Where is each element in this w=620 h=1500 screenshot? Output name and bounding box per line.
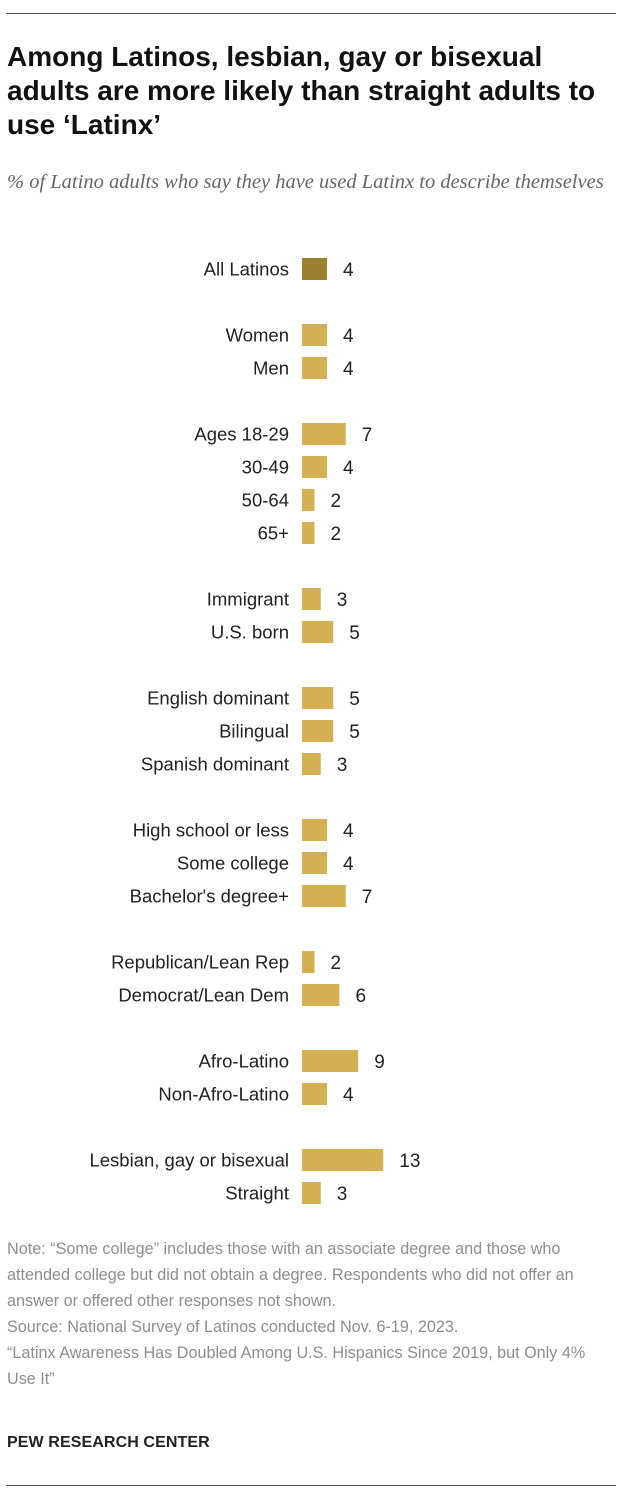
category-label-ages-18-29: Ages 18-29: [194, 424, 289, 445]
category-label-all-latinos: All Latinos: [204, 259, 289, 280]
data-label-all-latinos: 4: [343, 260, 354, 281]
category-label-republican-lean-rep: Republican/Lean Rep: [111, 952, 289, 973]
bar-ages-18-29: [302, 423, 346, 445]
category-label-50-64: 50-64: [242, 490, 289, 511]
category-label-women: Women: [226, 325, 289, 346]
bar-afro-latino: [302, 1050, 359, 1072]
bar-democrat-lean-dem: [302, 984, 340, 1006]
data-label-30-49: 4: [343, 458, 354, 479]
category-label-men: Men: [253, 358, 289, 379]
category-label-65: 65+: [258, 523, 289, 544]
bar-non-afro-latino: [302, 1083, 327, 1105]
data-label-ages-18-29: 7: [362, 425, 373, 446]
category-label-lesbian-gay-or-bisexual: Lesbian, gay or bisexual: [89, 1150, 289, 1171]
data-label-women: 4: [343, 326, 354, 347]
brand-logo-text: PEW RESEARCH CENTER: [7, 1434, 210, 1451]
category-label-u-s-born: U.S. born: [211, 622, 289, 643]
data-label-bachelor-s-degree: 7: [362, 887, 373, 908]
bottom-rule: [6, 1485, 616, 1486]
bar-u-s-born: [302, 621, 334, 643]
source-text: Source: National Survey of Latinos condu…: [7, 1318, 459, 1336]
bar-65: [302, 522, 315, 544]
category-label-english-dominant: English dominant: [147, 688, 289, 709]
bar-spanish-dominant: [302, 753, 321, 775]
data-label-immigrant: 3: [337, 590, 348, 611]
bar-high-school-or-less: [302, 819, 327, 841]
data-label-u-s-born: 5: [349, 623, 360, 644]
bar-30-49: [302, 456, 327, 478]
bar-english-dominant: [302, 687, 334, 709]
top-rule: [6, 13, 616, 14]
data-label-democrat-lean-dem: 6: [356, 986, 367, 1007]
bar-bilingual: [302, 720, 334, 742]
bar-50-64: [302, 489, 315, 511]
note-text: Note: “Some college” includes those with…: [7, 1240, 574, 1310]
data-label-men: 4: [343, 359, 354, 380]
data-label-65: 2: [331, 524, 342, 545]
category-label-high-school-or-less: High school or less: [133, 820, 289, 841]
category-label-bilingual: Bilingual: [219, 721, 289, 742]
category-label-some-college: Some college: [177, 853, 289, 874]
bar-men: [302, 357, 327, 379]
data-label-republican-lean-rep: 2: [331, 953, 342, 974]
data-label-english-dominant: 5: [349, 689, 360, 710]
category-label-spanish-dominant: Spanish dominant: [141, 754, 289, 775]
data-label-straight: 3: [337, 1184, 348, 1205]
data-label-50-64: 2: [331, 491, 342, 512]
data-label-afro-latino: 9: [374, 1052, 385, 1073]
bar-women: [302, 324, 327, 346]
category-label-straight: Straight: [225, 1183, 289, 1204]
chart-subtitle: % of Latino adults who say they have use…: [7, 171, 604, 193]
category-label-bachelor-s-degree: Bachelor's degree+: [130, 886, 289, 907]
notes-block: Note: “Some college” includes those with…: [7, 1236, 613, 1392]
category-label-non-afro-latino: Non-Afro-Latino: [158, 1084, 289, 1105]
bar-republican-lean-rep: [302, 951, 315, 973]
data-label-some-college: 4: [343, 854, 354, 875]
category-label-democrat-lean-dem: Democrat/Lean Dem: [118, 985, 289, 1006]
category-label-immigrant: Immigrant: [207, 589, 289, 610]
data-label-spanish-dominant: 3: [337, 755, 348, 776]
bar-lesbian-gay-or-bisexual: [302, 1149, 384, 1171]
bar-some-college: [302, 852, 327, 874]
category-label-afro-latino: Afro-Latino: [199, 1051, 290, 1072]
bar-bachelor-s-degree: [302, 885, 346, 907]
bar-chart: All Latinos 4 Women 4 Men 4 Ages 18-29 7 30-49 4 5…: [89, 258, 420, 1205]
bar-straight: [302, 1182, 321, 1204]
chart-title: Among Latinos, lesbian, gay or bisexual …: [7, 41, 596, 140]
category-label-30-49: 30-49: [242, 457, 289, 478]
data-label-bilingual: 5: [349, 722, 360, 743]
report-title: “Latinx Awareness Has Doubled Among U.S.…: [7, 1344, 586, 1388]
data-label-non-afro-latino: 4: [343, 1085, 354, 1106]
bar-all-latinos: [302, 258, 327, 280]
data-label-lesbian-gay-or-bisexual: 13: [399, 1151, 420, 1172]
data-label-high-school-or-less: 4: [343, 821, 354, 842]
bar-immigrant: [302, 588, 321, 610]
